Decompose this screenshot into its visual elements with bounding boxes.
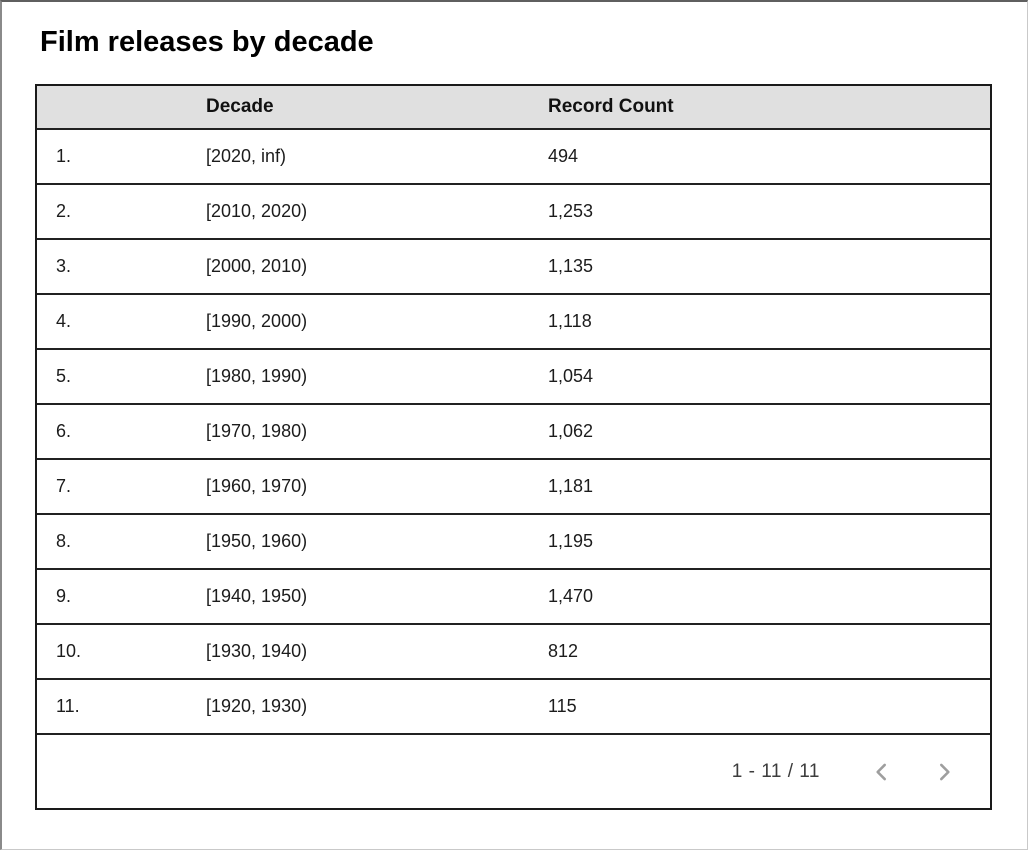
- table-row: 6. [1970, 1980) 1,062: [37, 405, 990, 460]
- table-row: 10. [1930, 1940) 812: [37, 625, 990, 680]
- row-number-cell: 1.: [56, 146, 72, 166]
- row-number-cell: 10.: [56, 641, 82, 661]
- table-row: 7. [1960, 1970) 1,181: [37, 460, 990, 515]
- row-number-cell: 8.: [56, 531, 72, 551]
- decade-cell: [1980, 1990): [206, 366, 308, 386]
- pagination-range-label: 1 - 11 / 11: [731, 760, 820, 782]
- decade-cell: [1990, 2000): [206, 311, 308, 331]
- table-row: 8. [1950, 1960) 1,195: [37, 515, 990, 570]
- record-count-cell: 1,195: [548, 531, 594, 551]
- row-number-cell: 3.: [56, 256, 72, 276]
- pagination-bar: 1 - 11 / 11: [37, 735, 990, 808]
- record-count-cell: 1,181: [548, 476, 594, 496]
- table-header-row: Decade Record Count: [37, 86, 990, 130]
- row-number-cell: 5.: [56, 366, 72, 386]
- table-row: 11. [1920, 1930) 115: [37, 680, 990, 735]
- page-title: Film releases by decade: [40, 26, 374, 58]
- decade-cell: [1970, 1980): [206, 421, 308, 441]
- table-row: 2. [2010, 2020) 1,253: [37, 185, 990, 240]
- row-number-cell: 2.: [56, 201, 72, 221]
- header-cell-decade[interactable]: Decade: [206, 96, 274, 117]
- record-count-cell: 1,062: [548, 421, 594, 441]
- record-count-cell: 1,253: [548, 201, 594, 221]
- record-count-cell: 812: [548, 641, 579, 661]
- table-row: 5. [1980, 1990) 1,054: [37, 350, 990, 405]
- decade-cell: [2010, 2020): [206, 201, 308, 221]
- table-row: 4. [1990, 2000) 1,118: [37, 295, 990, 350]
- header-cell-record-count[interactable]: Record Count: [548, 96, 674, 117]
- table-row: 9. [1940, 1950) 1,470: [37, 570, 990, 625]
- row-number-cell: 6.: [56, 421, 72, 441]
- decade-cell: [1920, 1930): [206, 696, 308, 716]
- decade-cell: [1960, 1970): [206, 476, 308, 496]
- chevron-right-icon: [931, 759, 957, 785]
- decade-cell: [2020, inf): [206, 146, 287, 166]
- row-number-cell: 9.: [56, 586, 72, 606]
- record-count-cell: 494: [548, 146, 579, 166]
- decade-cell: [1950, 1960): [206, 531, 308, 551]
- next-page-button[interactable]: [922, 750, 966, 794]
- record-count-cell: 1,135: [548, 256, 594, 276]
- record-count-cell: 1,054: [548, 366, 594, 386]
- previous-page-button[interactable]: [860, 750, 904, 794]
- row-number-cell: 11.: [56, 696, 80, 716]
- record-count-cell: 115: [548, 696, 577, 716]
- table-card: Decade Record Count 1. [2020, inf) 494 2…: [35, 84, 992, 810]
- decade-cell: [2000, 2010): [206, 256, 308, 276]
- chevron-left-icon: [869, 759, 895, 785]
- record-count-cell: 1,470: [548, 586, 594, 606]
- row-number-cell: 4.: [56, 311, 72, 331]
- row-number-cell: 7.: [56, 476, 72, 496]
- table-row: 3. [2000, 2010) 1,135: [37, 240, 990, 295]
- decade-cell: [1930, 1940): [206, 641, 308, 661]
- table-row: 1. [2020, inf) 494: [37, 130, 990, 185]
- record-count-cell: 1,118: [548, 311, 592, 331]
- decade-cell: [1940, 1950): [206, 586, 308, 606]
